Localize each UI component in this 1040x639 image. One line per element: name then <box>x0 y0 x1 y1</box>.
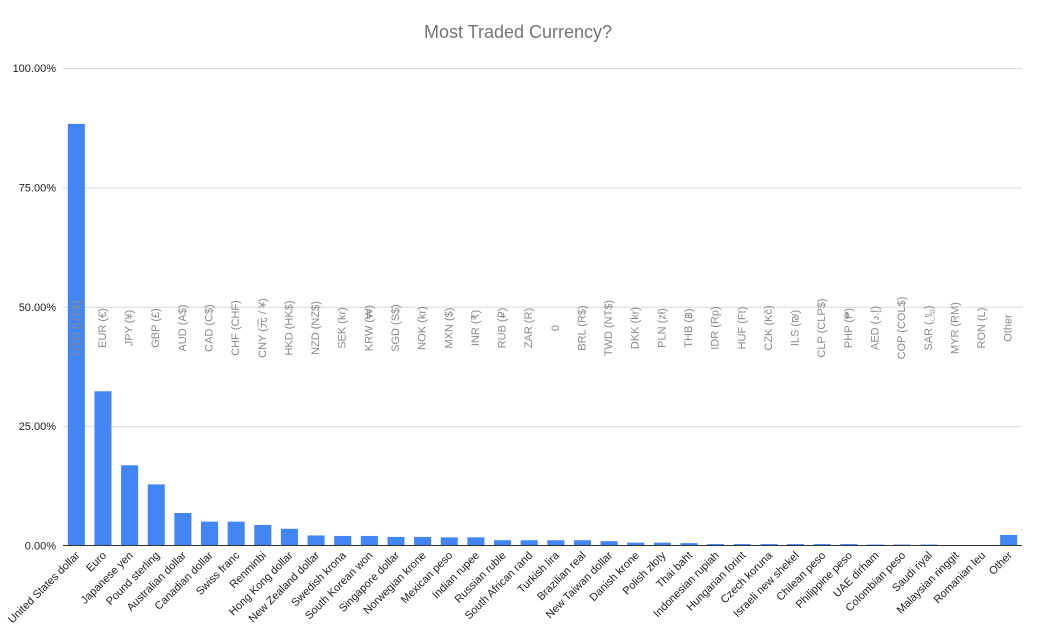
gridlines <box>63 68 1022 428</box>
bar-data-label: CHF (CHF) <box>230 300 242 356</box>
bar-data-label: GBP (£) <box>150 308 162 348</box>
bar <box>733 544 751 546</box>
bar-data-label: CLP (CLP$) <box>816 298 828 357</box>
bar-data-label: CZK (Kč) <box>763 305 775 350</box>
bar-data-label: ILS (₪) <box>790 310 802 346</box>
bar-data-label: CAD (C$) <box>204 304 216 352</box>
bar <box>254 524 272 546</box>
bar-data-labels: USD (US$) EUR (€) JPY (¥) GBP (£) AUD (A$) CA… <box>70 297 1014 360</box>
bar <box>547 540 565 546</box>
bar-data-label: PLN (zł) <box>656 308 668 348</box>
y-tick-label: 50.00% <box>19 302 57 314</box>
bar <box>440 537 458 546</box>
bar <box>227 521 245 546</box>
bar-data-label: EUR (€) <box>97 308 109 348</box>
bar-data-label: HUF (Ft) <box>736 307 748 350</box>
bar <box>414 536 432 546</box>
x-tick-label: United States dollar <box>6 549 83 626</box>
bar <box>494 540 512 546</box>
bar <box>1000 534 1018 546</box>
bar-data-label: 0 <box>550 325 562 331</box>
y-tick-label: 75.00% <box>19 182 57 194</box>
bar <box>360 535 378 546</box>
bar-data-label: JPY (¥) <box>124 310 136 346</box>
bar <box>67 123 85 546</box>
x-tick-label: Other <box>987 549 1015 577</box>
bar <box>280 528 298 546</box>
bar <box>787 544 805 546</box>
bar <box>174 513 192 546</box>
bar-data-label: CNY (元 / ¥) <box>257 298 269 358</box>
bar-data-label: Other <box>1003 314 1015 342</box>
bar-data-label: MYR (RM) <box>949 302 961 354</box>
bar <box>653 542 671 546</box>
bar <box>520 540 538 546</box>
y-tick-label: 100.00% <box>13 63 57 75</box>
bar-data-label: NOK (kr) <box>417 306 429 349</box>
bar <box>760 544 778 546</box>
bar-data-label: AUD (A$) <box>177 304 189 351</box>
bar-data-label: RUB (₽) <box>497 308 509 349</box>
bar-data-label: MXN ($) <box>443 308 455 349</box>
y-tick-label: 0.00% <box>25 541 56 553</box>
bar-data-label: THB (฿) <box>683 308 695 347</box>
bar <box>600 541 618 546</box>
bar <box>627 542 645 546</box>
bar-data-label: ZAR (R) <box>523 308 535 348</box>
bar <box>121 465 139 546</box>
chart-title: Most Traded Currency? <box>424 22 612 42</box>
bar-data-label: SGD (S$) <box>390 304 402 352</box>
bar-data-label: BRL (R$) <box>576 305 588 350</box>
bar-data-label: SAR (﷼) <box>923 305 936 350</box>
y-axis-ticks: 0.00% 25.00% 50.00% 75.00% 100.00% <box>13 63 57 553</box>
bar-data-label: SEK (kr) <box>337 307 349 349</box>
bar <box>147 484 165 546</box>
bar-data-label: RON (L) <box>976 308 988 349</box>
bar-data-label: COP (COL$) <box>896 297 908 360</box>
bar-data-label: PHP (₱) <box>843 308 855 348</box>
bar <box>94 391 112 546</box>
bar <box>387 536 405 546</box>
bar <box>680 543 698 546</box>
bar-data-label: AED (إ.د) <box>869 306 881 350</box>
bar <box>334 535 352 546</box>
bar-data-label: INR (₹) <box>470 310 482 346</box>
bar-data-label: KRW (₩) <box>363 305 375 351</box>
bar <box>200 521 219 546</box>
bar-data-label: HKD (HK$) <box>283 300 295 355</box>
bar <box>707 544 725 546</box>
bars <box>67 123 1018 546</box>
y-tick-label: 25.00% <box>19 421 57 433</box>
bar <box>840 544 858 546</box>
bar-data-label: TWD (NT$) <box>603 300 615 356</box>
bar-data-label: USD (US$) <box>70 300 82 355</box>
bar-data-label: IDR (Rp) <box>710 306 722 349</box>
bar <box>467 537 485 546</box>
bar <box>573 540 591 546</box>
bar-data-label: DKK (kr) <box>630 307 642 349</box>
bar-data-label: NZD (NZ$) <box>310 301 322 355</box>
bar <box>307 535 325 546</box>
bar <box>813 544 831 546</box>
